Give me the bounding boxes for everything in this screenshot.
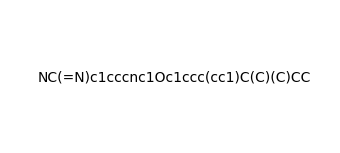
Text: NC(=N)c1cccnc1Oc1ccc(cc1)C(C)(C)CC: NC(=N)c1cccnc1Oc1ccc(cc1)C(C)(C)CC: [37, 70, 311, 84]
